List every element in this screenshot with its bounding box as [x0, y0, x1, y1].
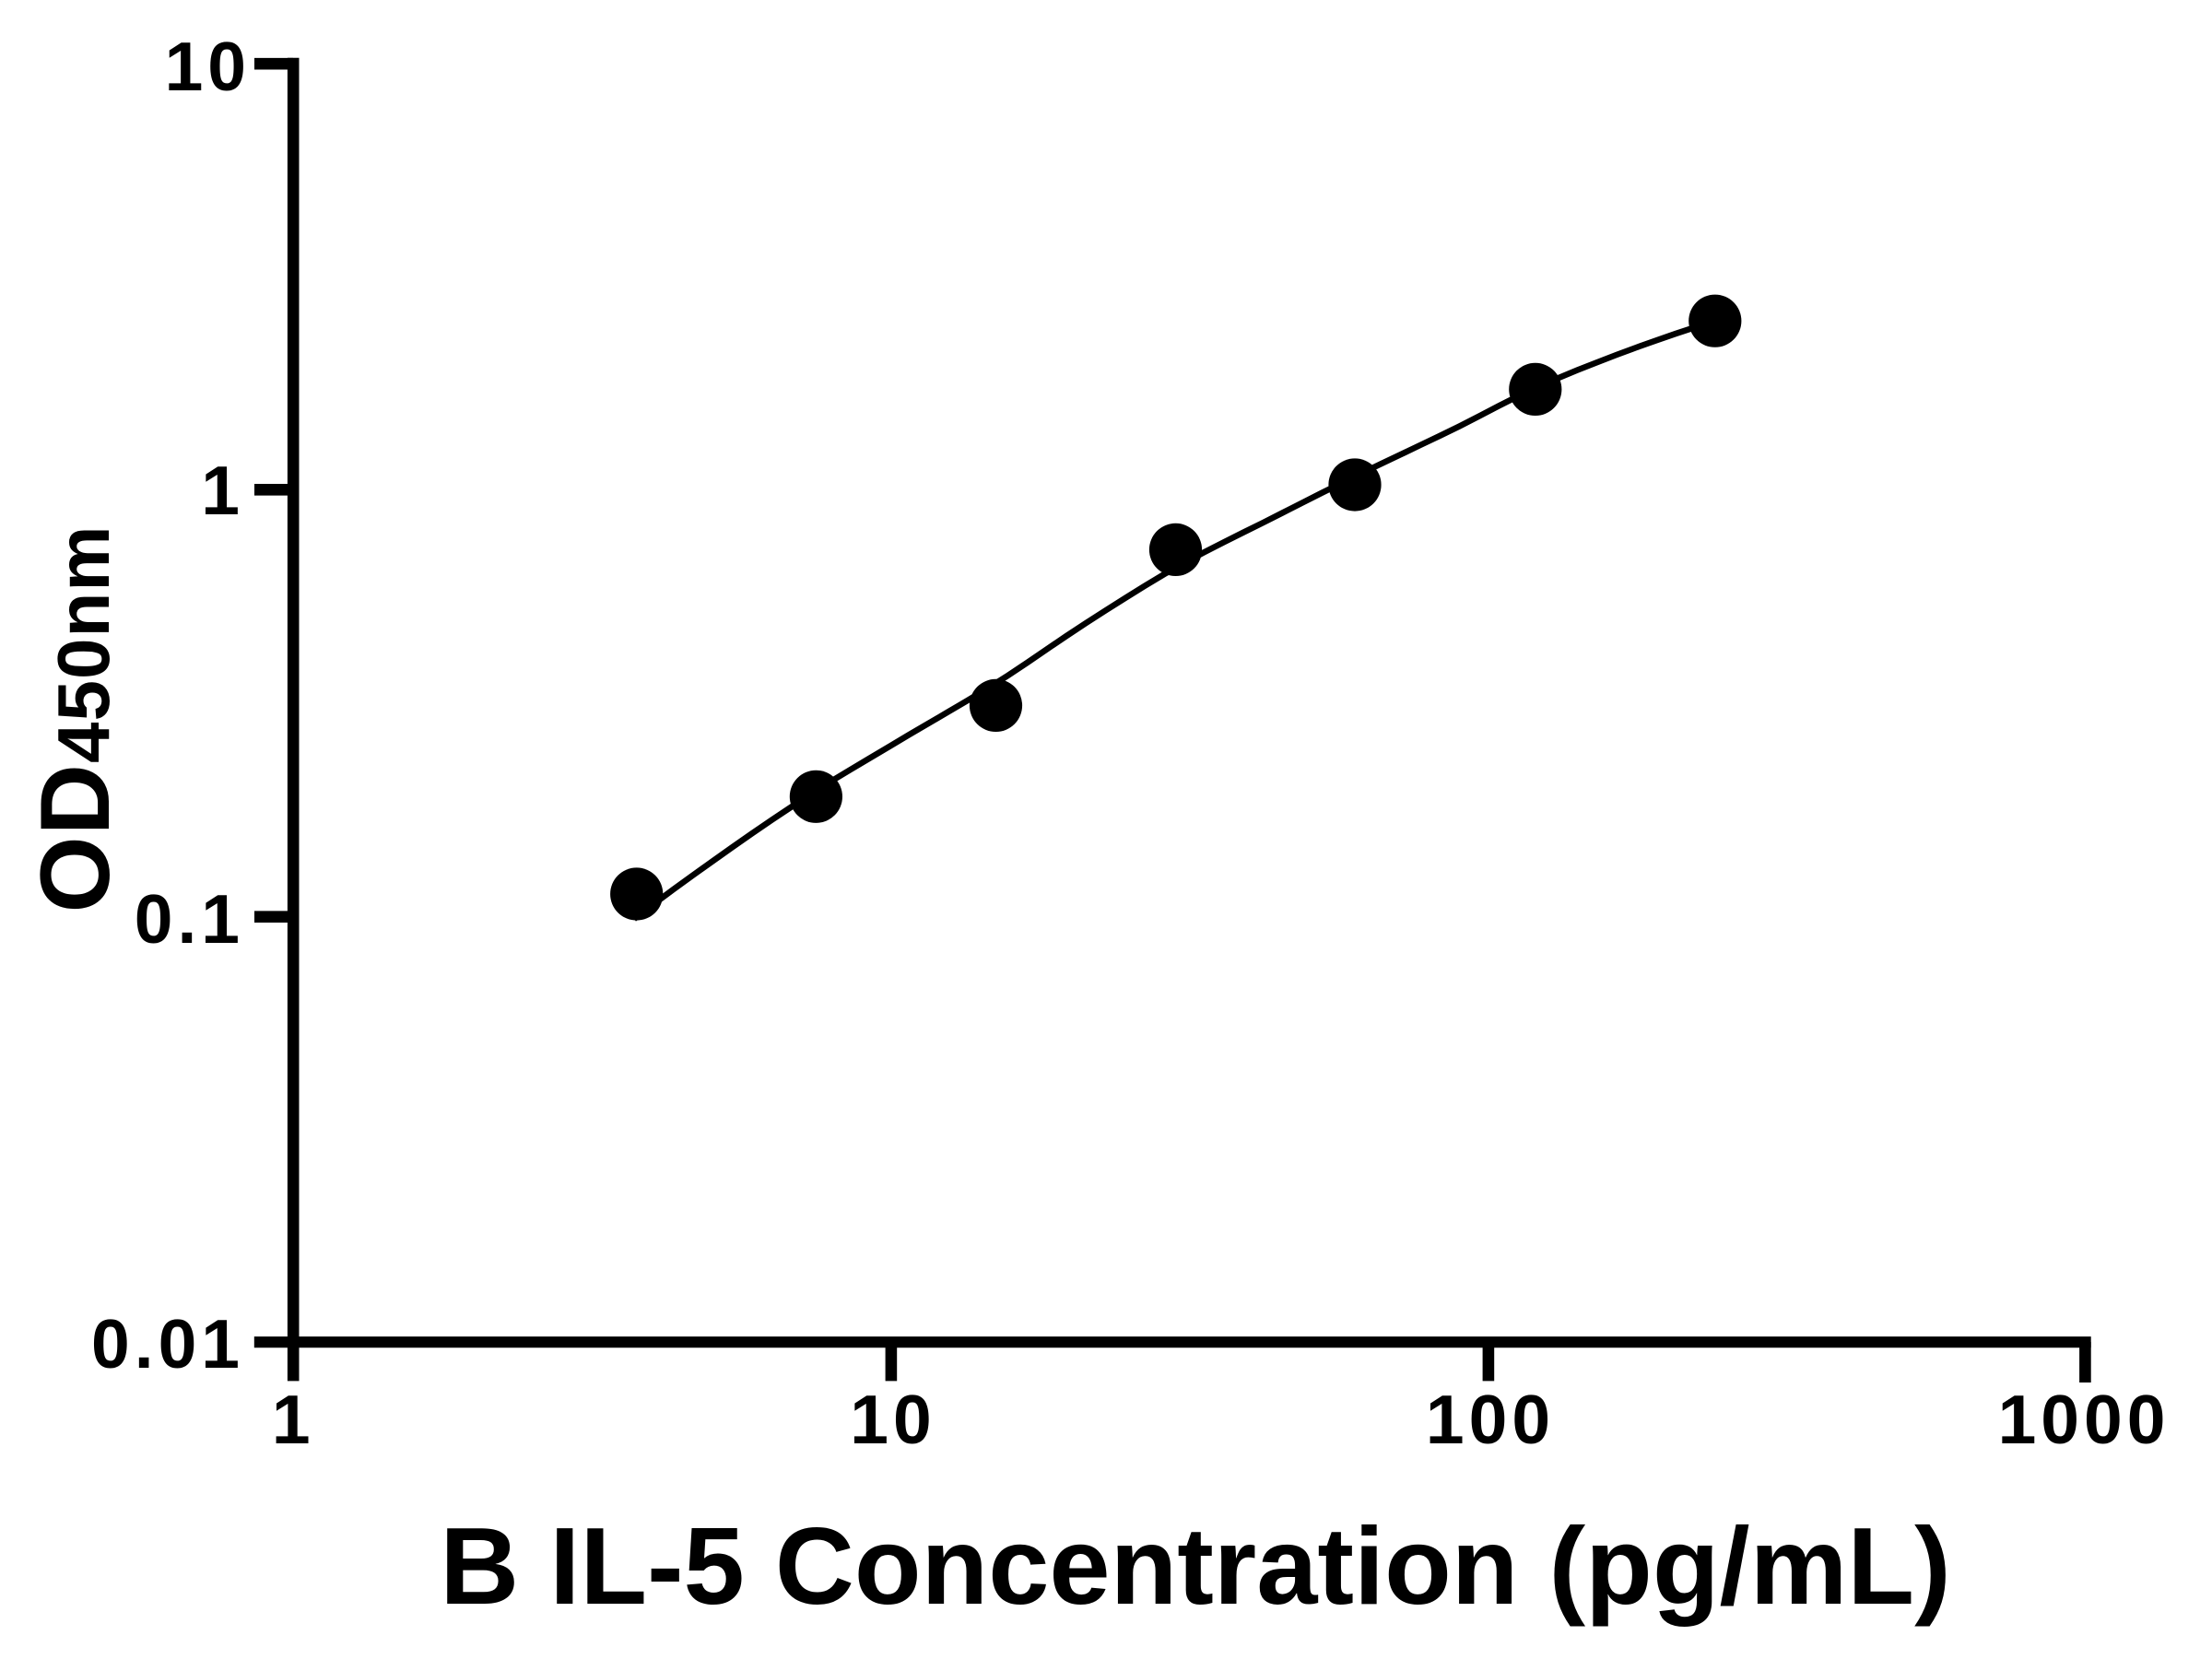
- svg-text:OD450nm: OD450nm: [19, 525, 130, 913]
- svg-text:B IL-5 Concentration (pg/mL): B IL-5 Concentration (pg/mL): [440, 1505, 1950, 1628]
- svg-text:1: 1: [272, 1381, 315, 1458]
- svg-text:10: 10: [165, 28, 251, 105]
- svg-text:0.1: 0.1: [135, 880, 244, 958]
- svg-text:1: 1: [201, 452, 244, 529]
- svg-text:1000: 1000: [1998, 1381, 2171, 1458]
- svg-text:10: 10: [850, 1381, 935, 1458]
- svg-text:100: 100: [1426, 1381, 1555, 1458]
- svg-text:0.01: 0.01: [91, 1305, 244, 1382]
